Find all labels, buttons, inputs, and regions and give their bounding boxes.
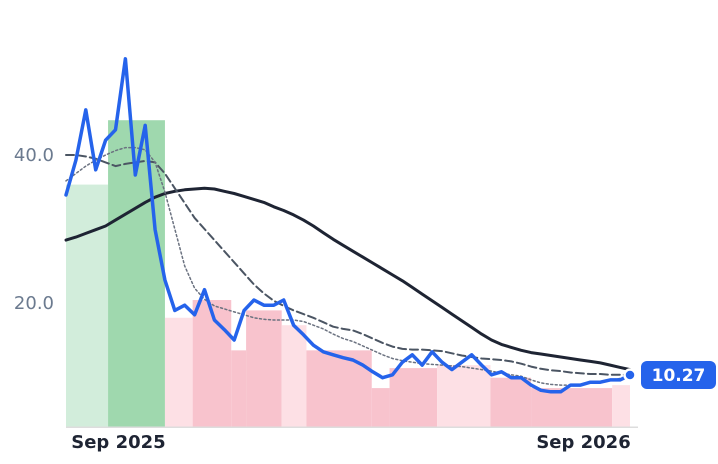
series-line bbox=[64, 186, 632, 372]
volume-bar bbox=[531, 388, 613, 428]
y-tick-label: 40.0 bbox=[14, 145, 54, 166]
last-point bbox=[623, 368, 637, 382]
volume-bar bbox=[437, 365, 491, 428]
volume-bar bbox=[306, 350, 372, 428]
volume-bar bbox=[66, 184, 109, 428]
series-line bbox=[65, 146, 631, 386]
volume-bar bbox=[246, 310, 282, 428]
last-value-label: 10.27 bbox=[652, 366, 706, 386]
volume-bar bbox=[612, 385, 630, 428]
x-tick-label: Sep 2026 bbox=[536, 432, 630, 453]
series-line bbox=[64, 57, 632, 394]
volume-bar bbox=[231, 350, 247, 428]
volume-bar bbox=[192, 300, 232, 428]
volume-bar bbox=[389, 368, 438, 428]
volume-bar bbox=[281, 325, 307, 428]
volume-bar bbox=[164, 317, 193, 428]
volume-bar bbox=[371, 388, 390, 428]
series-line bbox=[65, 154, 631, 376]
x-tick-label: Sep 2025 bbox=[71, 432, 165, 453]
last-value-box bbox=[641, 360, 716, 389]
volume-bar bbox=[490, 377, 532, 428]
y-tick-label: 20.0 bbox=[14, 293, 54, 314]
